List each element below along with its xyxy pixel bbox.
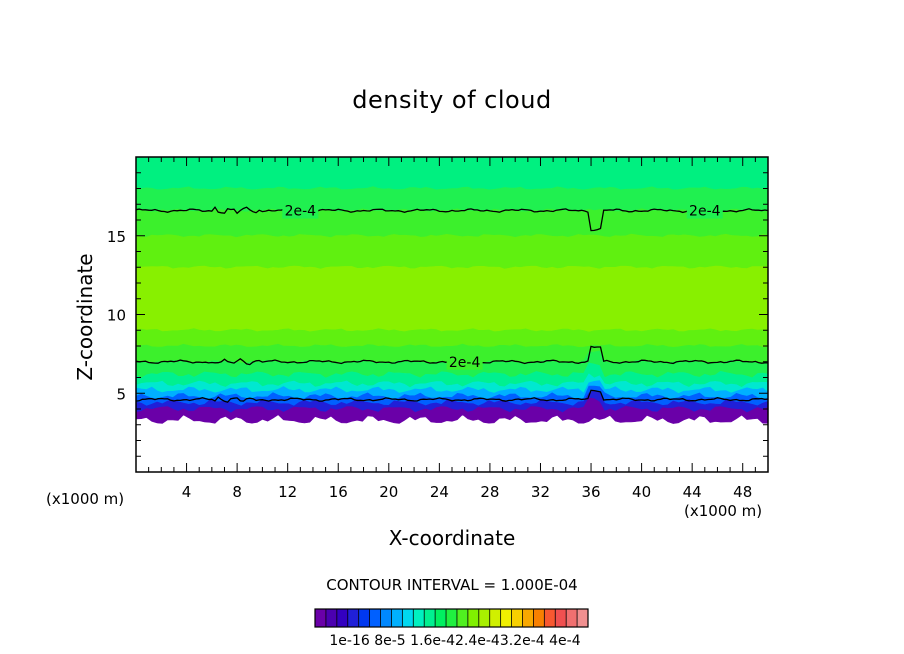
contour-band-2 — [135, 208, 769, 238]
contour-interval-text: CONTOUR INTERVAL = 1.000E-04 — [326, 576, 578, 594]
colorbar-swatch — [467, 609, 480, 627]
x-unit-label-right: (x1000 m) — [684, 502, 763, 520]
x-tick-label: 12 — [278, 483, 297, 501]
y-tick-label: 5 — [116, 385, 126, 403]
x-tick-label: 8 — [232, 483, 242, 501]
contour-line-base — [135, 389, 769, 403]
colorbar-swatch — [522, 609, 534, 627]
x-tick-label: 16 — [329, 483, 348, 501]
colorbar-swatch — [544, 609, 556, 627]
x-tick-label: 48 — [733, 483, 752, 501]
colorbar-swatch — [500, 609, 512, 627]
colorbar-swatch — [566, 609, 578, 627]
x-tick-label: 24 — [430, 483, 449, 501]
x-tick-label: 28 — [480, 483, 499, 501]
x-unit-label-left: (x1000 m) — [46, 490, 125, 508]
colorbar-swatch — [435, 609, 447, 627]
contour-label-bg — [686, 201, 723, 219]
colorbar-frame — [314, 608, 589, 628]
colorbar-swatch — [369, 609, 381, 627]
contour-fill-layers — [135, 156, 769, 424]
contour-label-bg — [282, 201, 319, 219]
colorbar-swatch — [424, 609, 436, 627]
x-axis-label: X-coordinate — [388, 526, 516, 550]
colorbar-labels: 1e-16 8e-5 1.6e-42.4e-43.2e-4 4e-4 — [329, 633, 581, 649]
colorbar-swatch — [315, 609, 327, 627]
contour-band-4 — [135, 265, 769, 333]
colorbar-swatch — [577, 609, 589, 627]
colorbar-swatch — [478, 609, 491, 627]
colorbar-swatch — [446, 609, 458, 627]
contour-label: 2e-4 — [449, 355, 481, 371]
colorbar-swatch — [347, 609, 360, 627]
y-axis-label: Z-coordinate — [73, 253, 97, 381]
colorbar-swatch — [336, 609, 349, 627]
colorbar-swatch — [380, 609, 392, 627]
contour-label: 2e-4 — [285, 204, 317, 220]
contour-line-upper-2e-4 — [135, 206, 769, 232]
x-tick-label: 40 — [632, 483, 651, 501]
contour-band-5 — [135, 328, 769, 348]
colorbar-swatch — [533, 609, 545, 627]
x-tick-label: 32 — [531, 483, 550, 501]
x-tick-label: 20 — [379, 483, 398, 501]
contour-band-1 — [135, 186, 769, 213]
colorbar — [314, 608, 589, 628]
colorbar-swatch — [456, 609, 469, 627]
contour-label: 2e-4 — [689, 204, 721, 220]
contour-label-bg — [446, 352, 483, 370]
y-tick-label: 10 — [107, 307, 126, 325]
colorbar-swatch — [555, 609, 567, 627]
contour-band-3 — [135, 233, 769, 270]
colorbar-swatch — [358, 609, 370, 627]
colorbar-swatch — [325, 609, 338, 627]
x-tick-label: 44 — [683, 483, 702, 501]
colorbar-swatch — [511, 609, 523, 627]
x-tick-label: 4 — [182, 483, 192, 501]
contour-lines: 2e-4 2e-4 2e-4 — [135, 201, 769, 403]
colorbar-swatch — [489, 609, 502, 627]
x-tick-label: 36 — [581, 483, 600, 501]
chart-title: density of cloud — [352, 86, 552, 114]
colorbar-swatch — [402, 609, 414, 627]
y-tick-label: 15 — [107, 228, 126, 246]
colorbar-swatch — [413, 609, 425, 627]
colorbar-swatch — [391, 609, 403, 627]
